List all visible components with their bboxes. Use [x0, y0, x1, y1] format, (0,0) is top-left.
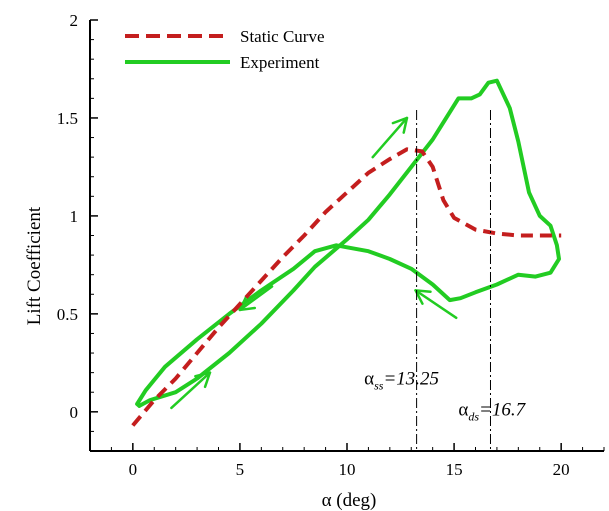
x-tick-label: 20 — [553, 460, 570, 479]
alpha-ss-label: αss=13.25 — [364, 368, 439, 392]
reference-lines: αss=13.25 αds=16.7 — [364, 110, 527, 451]
direction-arrow — [238, 285, 274, 312]
series-layer — [131, 78, 562, 427]
direction-arrow — [414, 289, 458, 320]
experiment-line — [135, 78, 561, 408]
y-tick-label: 2 — [70, 11, 79, 30]
direction-arrows — [170, 116, 458, 410]
arrow-shaft — [414, 289, 458, 320]
y-tick-label: 0.5 — [57, 305, 78, 324]
arrow-head — [414, 289, 432, 305]
x-axis-title: α (deg) — [322, 490, 377, 511]
alpha-ds-label: αds=16.7 — [458, 400, 526, 424]
x-tick-label: 10 — [339, 460, 356, 479]
arrow-head — [391, 116, 409, 134]
static-curve-line — [131, 147, 562, 427]
arrow-shaft — [238, 285, 274, 312]
legend-static-label: Static Curve — [240, 27, 325, 46]
y-tick-label: 1.5 — [57, 109, 78, 128]
x-tick-label: 15 — [446, 460, 463, 479]
legend: Static Curve Experiment — [125, 27, 325, 72]
y-tick-label: 0 — [70, 403, 79, 422]
y-tick-label: 1 — [70, 207, 79, 226]
arrow-shaft — [371, 116, 409, 159]
x-tick-label: 0 — [129, 460, 138, 479]
legend-experiment-label: Experiment — [240, 53, 320, 72]
axes: 0 5 10 15 20 0 0.5 1 1.5 2 — [57, 11, 605, 479]
x-tick-label: 5 — [236, 460, 245, 479]
y-axis-title: Lift Coefficient — [24, 206, 45, 325]
direction-arrow — [371, 116, 409, 159]
arrow-shaft — [170, 371, 212, 410]
